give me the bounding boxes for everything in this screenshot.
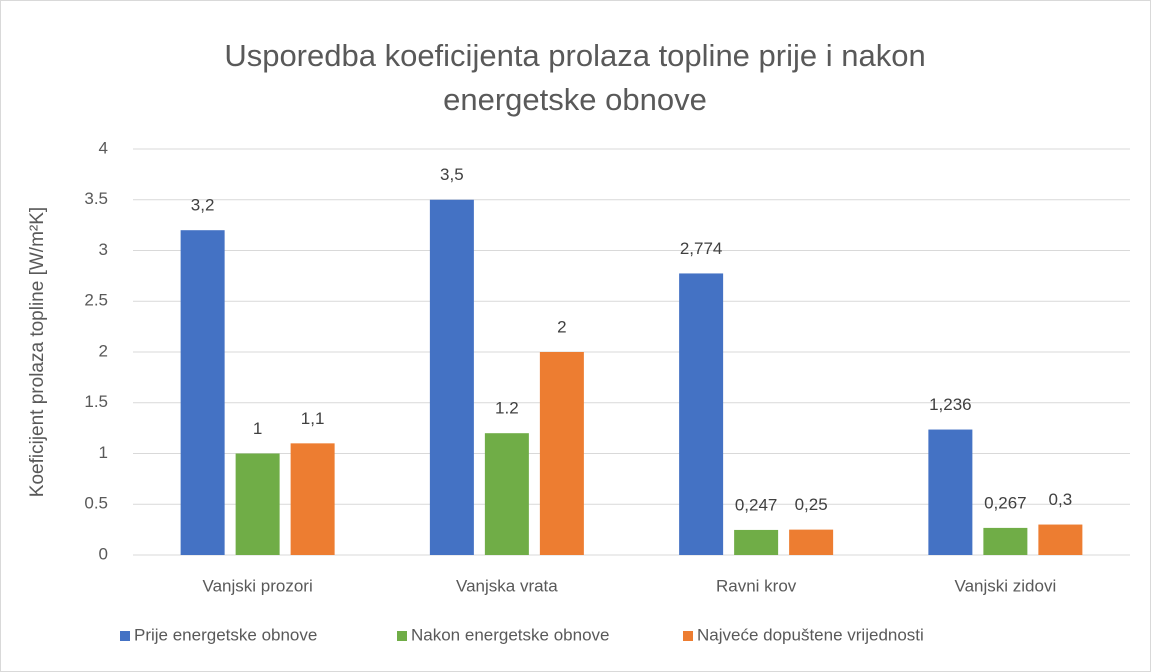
y-tick-label: 2.5 bbox=[84, 291, 108, 310]
bar bbox=[429, 199, 474, 555]
data-label: 1,236 bbox=[929, 395, 972, 414]
bar bbox=[235, 453, 280, 555]
bar bbox=[789, 529, 834, 555]
data-label: 2,774 bbox=[680, 239, 723, 258]
x-tick-label: Vanjski prozori bbox=[203, 576, 313, 595]
bar bbox=[180, 230, 225, 555]
data-label: 0,267 bbox=[984, 493, 1027, 512]
bar bbox=[679, 273, 724, 555]
y-tick-label: 0.5 bbox=[84, 494, 108, 513]
x-tick-label: Ravni krov bbox=[716, 576, 797, 595]
bar bbox=[484, 433, 529, 555]
data-label: 1 bbox=[253, 419, 262, 438]
data-label: 1.2 bbox=[495, 399, 519, 418]
data-label: 3,2 bbox=[191, 196, 215, 215]
chart-title: Usporedba koeficijenta prolaza topline p… bbox=[224, 38, 926, 117]
y-tick-label: 3.5 bbox=[84, 189, 108, 208]
bar bbox=[983, 527, 1028, 555]
data-label: 1,1 bbox=[301, 409, 325, 428]
y-tick-label: 3 bbox=[99, 240, 108, 259]
bar bbox=[539, 352, 584, 555]
bar bbox=[928, 429, 973, 555]
y-tick-label: 4 bbox=[99, 138, 108, 157]
data-label: 2 bbox=[557, 317, 566, 336]
data-label: 0,3 bbox=[1049, 490, 1073, 509]
x-tick-label: Vanjski zidovi bbox=[955, 576, 1057, 595]
y-tick-label: 1 bbox=[99, 443, 108, 462]
legend-swatch bbox=[120, 631, 130, 641]
legend-swatch bbox=[683, 631, 693, 641]
bar bbox=[734, 529, 779, 555]
data-label: 3,5 bbox=[440, 165, 464, 184]
legend-label: Nakon energetske obnove bbox=[411, 625, 609, 644]
bar bbox=[1038, 524, 1083, 555]
legend-label: Najveće dopuštene vrijednosti bbox=[697, 625, 924, 644]
y-tick-label: 1.5 bbox=[84, 392, 108, 411]
y-axis-label: Koeficijent prolaza topline [W/m²K] bbox=[27, 207, 48, 497]
data-label: 0,247 bbox=[735, 495, 778, 514]
legend-swatch bbox=[397, 631, 407, 641]
y-tick-label: 2 bbox=[99, 341, 108, 360]
x-tick-label: Vanjska vrata bbox=[456, 576, 558, 595]
y-tick-label: 0 bbox=[99, 544, 108, 563]
legend-label: Prije energetske obnove bbox=[134, 625, 317, 644]
data-label: 0,25 bbox=[795, 495, 828, 514]
bar bbox=[290, 443, 335, 555]
